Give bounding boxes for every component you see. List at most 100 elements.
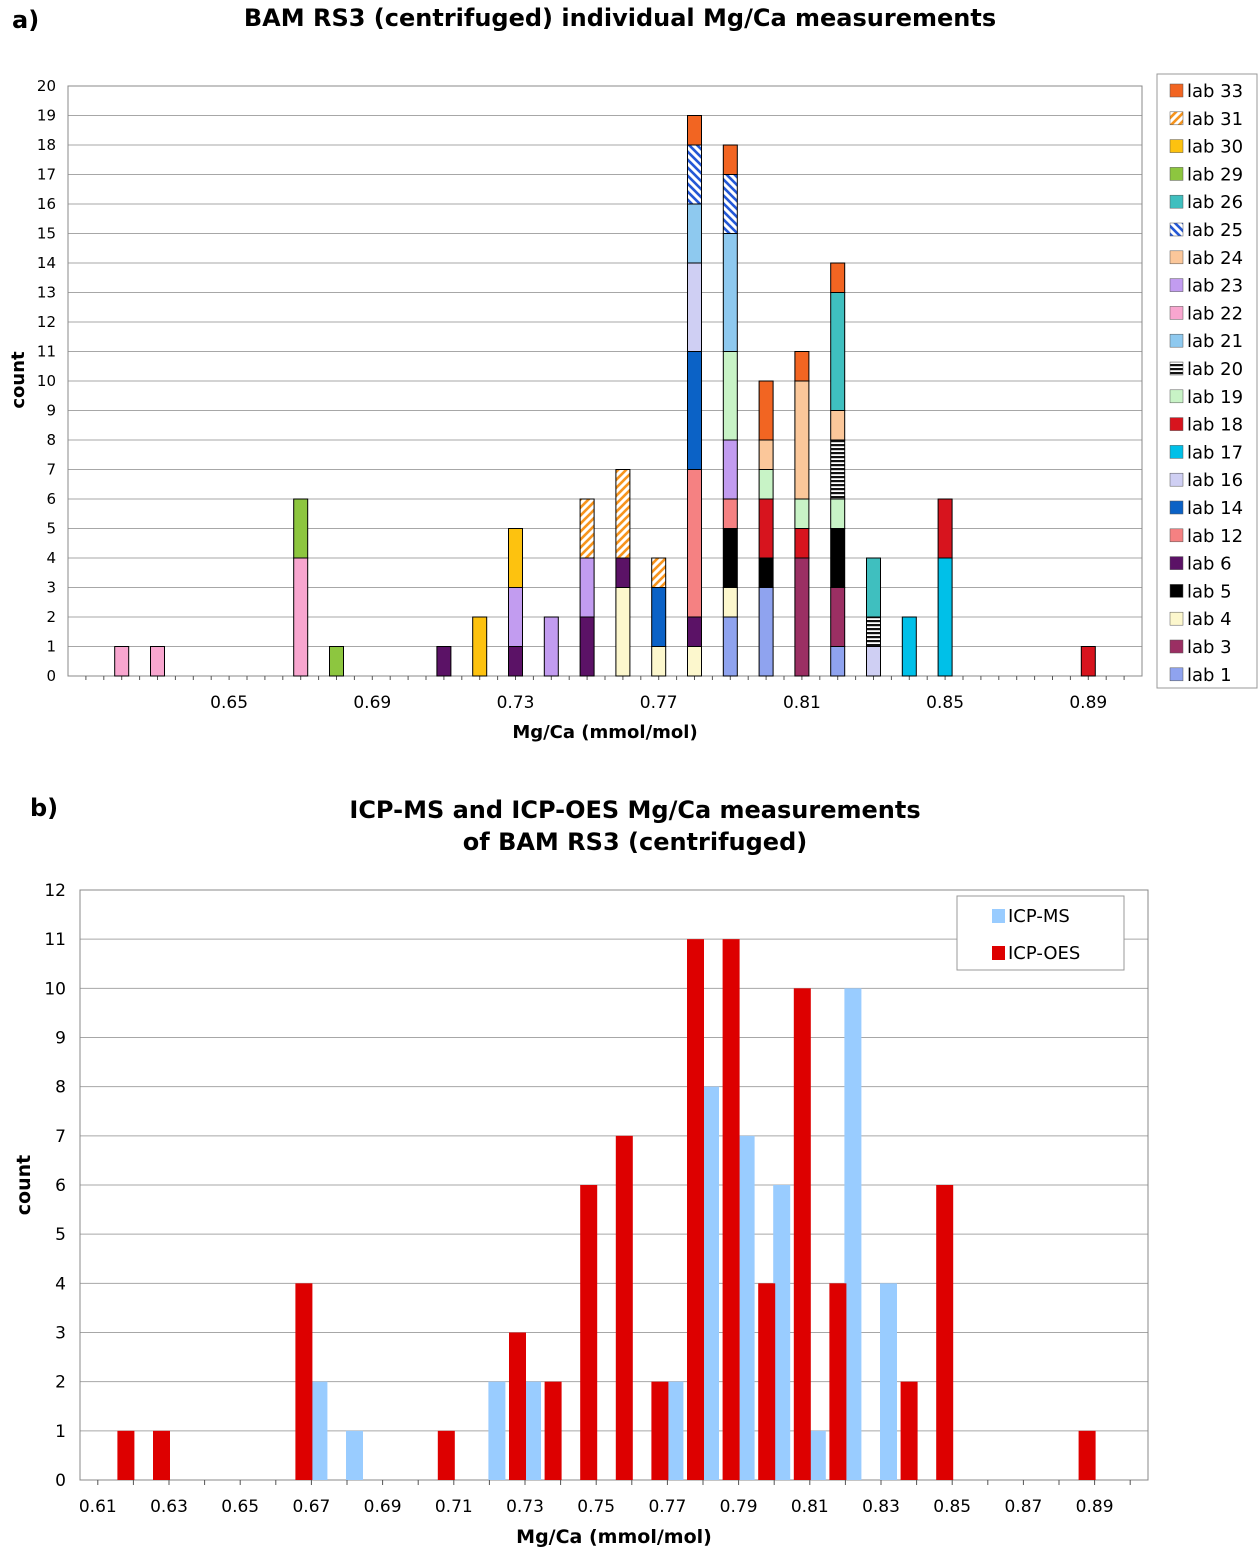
legend-label-lab24: lab 24 [1187,248,1243,269]
bar-segment-lab6 [579,616,595,677]
x-tick-label-a: 0.65 [210,693,248,713]
bar-segment-lab26 [866,557,881,618]
x-tick-label-b: 0.79 [720,1497,758,1517]
y-tick-label-b: 7 [55,1127,66,1147]
legend-label-icp-oes: ICP-OES [1008,943,1080,964]
bar-segment-lab20 [830,439,846,500]
bar-icp-ms [702,1086,719,1480]
legend-label-lab4: lab 4 [1187,609,1232,630]
bar-segment-lab19 [722,351,738,441]
legend-swatch-lab30 [1169,139,1184,153]
x-tick-label-b: 0.85 [933,1497,971,1517]
bar-segment-lab29 [329,646,344,677]
bar-segment-lab5 [758,557,774,588]
bar-segment-lab12 [722,498,738,529]
bar-icp-oes [1078,1430,1096,1480]
bar-segment-lab14 [687,351,702,470]
legend-label-lab16: lab 16 [1187,470,1243,491]
legend-swatch-lab29 [1169,167,1184,181]
bar-icp-oes [936,1185,954,1480]
bar-segment-lab25 [722,174,738,234]
legend-swatch-lab18 [1169,417,1184,431]
bar-icp-ms [666,1381,684,1480]
legend-label-lab30: lab 30 [1187,137,1243,158]
legend-swatch-lab6 [1169,556,1184,570]
bar-segment-lab6 [615,557,631,588]
y-tick-label-a: 0 [46,667,56,685]
bar-segment-lab1 [758,587,774,677]
x-tick-label-b: 0.75 [577,1497,615,1517]
bar-segment-lab22 [114,646,130,677]
y-tick-label-b: 1 [55,1422,66,1442]
bar-segment-lab29 [293,498,309,559]
y-axis-label-b: count [13,1155,35,1215]
y-tick-label-a: 11 [37,343,56,361]
panel-b-letter: b) [30,794,59,822]
bar-segment-lab25 [687,144,702,205]
y-tick-label-b: 3 [55,1324,66,1344]
bar-segment-lab16 [866,646,881,677]
legend-swatch-lab21 [1169,333,1184,348]
x-tick-label-b: 0.67 [292,1497,330,1517]
panel-a: a) BAM RS3 (centrifuged) individual Mg/C… [0,0,1260,770]
legend-swatch-lab26 [1169,194,1184,209]
bar-icp-oes [615,1135,633,1480]
y-tick-label-a: 13 [37,284,56,302]
y-tick-label-a: 20 [37,77,56,95]
x-axis-label-b: Mg/Ca (mmol/mol) [516,1526,712,1548]
y-tick-label-b: 11 [44,930,66,950]
legend-label-lab23: lab 23 [1187,276,1243,297]
x-tick-label-b: 0.89 [1076,1497,1114,1517]
bar-segment-lab33 [758,380,774,441]
legend-label-lab5: lab 5 [1187,581,1232,602]
x-tick-label-b: 0.63 [150,1497,188,1517]
bar-icp-oes [829,1283,847,1480]
bar-segment-lab21 [722,233,738,352]
bar-segment-lab31 [615,469,631,559]
bar-segment-lab4 [651,646,667,677]
legend-label-lab25: lab 25 [1187,220,1243,241]
y-tick-label-a: 17 [37,166,56,184]
bar-segment-lab3 [794,557,810,677]
legend-swatch-lab25 [1169,222,1184,237]
bar-icp-oes [437,1430,455,1480]
bar-segment-lab24 [794,380,810,500]
legend-swatch-lab20 [1169,361,1184,376]
bar-icp-oes [295,1283,313,1480]
bar-icp-ms [808,1430,826,1480]
y-tick-label-a: 3 [46,579,56,597]
bar-icp-ms [737,1135,755,1480]
bar-segment-lab30 [508,528,523,588]
y-tick-label-b: 9 [55,1029,66,1049]
bar-segment-lab18 [937,498,953,559]
bar-segment-lab30 [472,616,488,677]
y-tick-label-a: 2 [46,608,56,626]
bar-icp-ms [524,1381,541,1480]
bar-segment-lab20 [866,616,881,647]
bar-icp-oes [580,1185,598,1480]
legend-label-lab22: lab 22 [1187,303,1243,324]
x-tick-label-a: 0.81 [783,693,821,713]
y-tick-label-b: 6 [55,1176,66,1196]
bar-segment-lab26 [830,292,846,411]
legend-swatch-lab23 [1169,278,1184,292]
panel-b: b) ICP-MS and ICP-OES Mg/Ca measurements… [0,780,1260,1566]
y-tick-label-a: 15 [37,225,56,243]
bar-segment-lab3 [830,587,846,647]
bar-icp-oes [153,1430,170,1480]
legend-swatch-lab12 [1169,528,1184,543]
legend-label-lab33: lab 33 [1187,81,1243,102]
bar-segment-lab24 [758,439,774,470]
legend-label-lab14: lab 14 [1187,498,1243,519]
legend-label-lab20: lab 20 [1187,359,1243,380]
bar-segment-lab1 [722,616,738,677]
bar-icp-oes [651,1381,669,1480]
panel-a-letter: a) [12,6,40,34]
legend-box-b [956,895,1125,971]
bar-segment-lab33 [794,351,810,382]
legend-label-lab3: lab 3 [1187,637,1232,658]
legend-label-lab31: lab 31 [1187,109,1243,130]
legend-label-lab19: lab 19 [1187,387,1243,408]
y-tick-label-a: 18 [37,136,56,154]
